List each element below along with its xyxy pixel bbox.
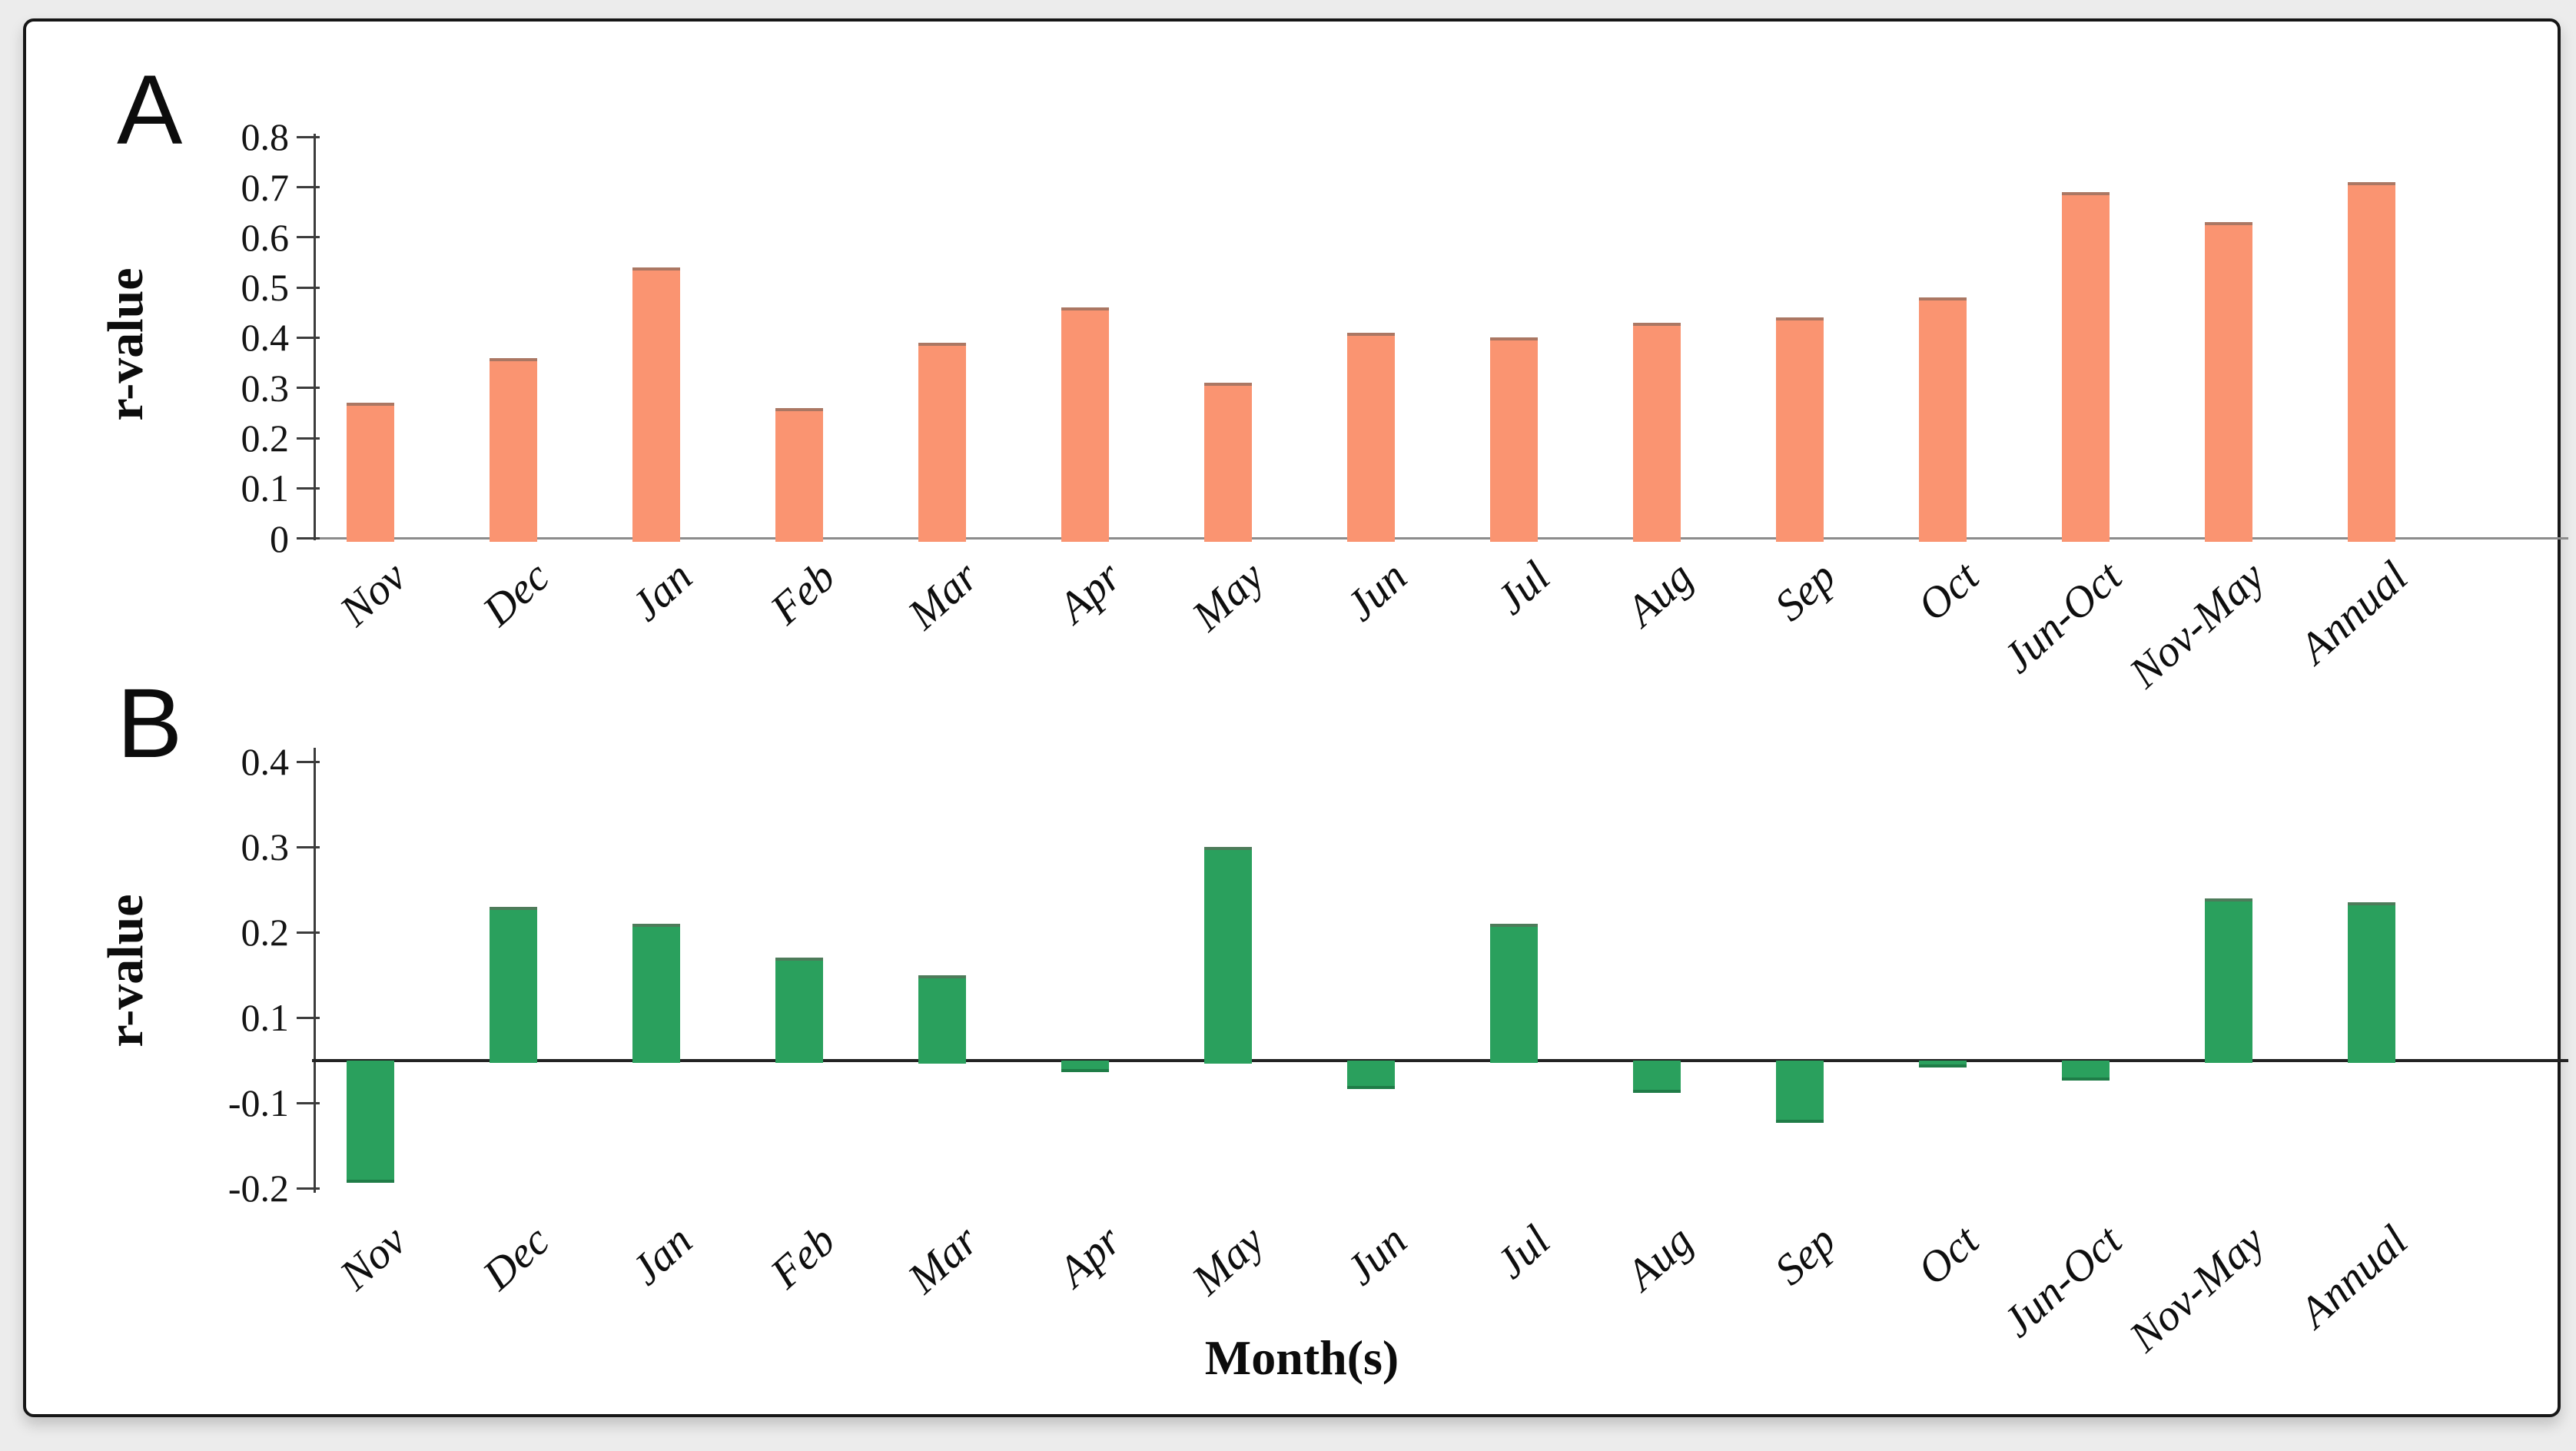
bar-sep-panel-a: [1776, 317, 1824, 542]
panel-b-y-axis-title: r-value: [98, 894, 154, 1048]
bar-jun-panel-a: [1347, 332, 1395, 542]
bar-jul-panel-b: [1490, 923, 1538, 1064]
y-tick-label: 0.6: [241, 215, 290, 259]
y-tick-label: 0.2: [241, 417, 290, 460]
y-tick-label: 0.3: [241, 366, 290, 410]
y-axis-tick: [297, 336, 320, 339]
y-tick-label: 0.2: [241, 911, 290, 954]
bar-jun-oct-panel-b: [2062, 1060, 2110, 1081]
y-tick-label: 0.1: [241, 996, 290, 1039]
panel-b-letter: B: [117, 669, 183, 779]
bar-dec-panel-b: [490, 906, 537, 1064]
y-axis-tick: [297, 387, 320, 390]
bar-may-panel-a: [1204, 383, 1252, 542]
y-tick-label: 0.4: [241, 316, 290, 360]
bar-mar-panel-b: [918, 975, 966, 1064]
bar-jan-panel-a: [632, 267, 680, 542]
y-axis-tick: [297, 1016, 320, 1019]
y-axis-tick: [297, 236, 320, 239]
bar-aug-panel-b: [1633, 1060, 1681, 1094]
zero-line: [312, 1059, 2568, 1062]
x-axis-title: Month(s): [1204, 1330, 1399, 1385]
bar-apr-panel-a: [1061, 307, 1109, 542]
bar-oct-panel-b: [1919, 1060, 1967, 1068]
bar-jan-panel-b: [632, 923, 680, 1064]
x-axis-baseline: [312, 537, 2568, 540]
y-tick-label: 0: [270, 516, 289, 560]
y-axis-tick: [297, 760, 320, 763]
y-axis-tick: [297, 537, 320, 540]
figure-frame: A B r-value r-value Month(s) 0.8 0.7 0.6 0.…: [23, 18, 2568, 1417]
bar-nov-may-panel-a: [2205, 222, 2252, 542]
y-axis-tick: [297, 1101, 320, 1104]
bar-jun-oct-panel-a: [2062, 192, 2110, 542]
y-axis-line: [314, 748, 316, 1193]
y-axis-tick: [297, 437, 320, 440]
bar-jul-panel-a: [1490, 337, 1538, 542]
y-axis-tick: [297, 135, 320, 138]
y-tick-label: 0.5: [241, 266, 290, 310]
y-tick-label: 0.3: [241, 825, 290, 868]
bar-apr-panel-b: [1061, 1060, 1109, 1072]
bar-nov-panel-a: [347, 403, 394, 542]
y-tick-label: 0.8: [241, 115, 290, 159]
bar-oct-panel-a: [1919, 297, 1967, 542]
y-axis-tick: [297, 845, 320, 848]
bar-nov-panel-b: [347, 1060, 394, 1183]
bar-dec-panel-a: [490, 357, 537, 542]
y-axis-tick: [297, 486, 320, 490]
y-axis-tick: [297, 186, 320, 188]
bar-annual-panel-b: [2348, 902, 2395, 1064]
bar-aug-panel-a: [1633, 322, 1681, 542]
bar-annual-panel-a: [2348, 181, 2395, 542]
bar-nov-may-panel-b: [2205, 898, 2252, 1064]
panel-a-letter: A: [117, 55, 183, 165]
y-axis-tick: [297, 286, 320, 289]
bar-jun-panel-b: [1347, 1060, 1395, 1089]
y-axis-tick: [297, 931, 320, 934]
y-tick-label: 0.1: [241, 467, 290, 510]
bar-sep-panel-b: [1776, 1060, 1824, 1124]
y-tick-label: 0.7: [241, 165, 290, 209]
bar-feb-panel-a: [775, 407, 823, 542]
y-tick-label: -0.2: [227, 1167, 289, 1210]
bar-mar-panel-a: [918, 342, 966, 542]
bar-feb-panel-b: [775, 958, 823, 1064]
y-tick-label: 0.4: [241, 740, 290, 783]
panel-a-y-axis-title: r-value: [98, 267, 154, 421]
bar-may-panel-b: [1204, 847, 1252, 1064]
y-axis-tick: [297, 1187, 320, 1190]
y-tick-label: -0.1: [227, 1081, 289, 1124]
